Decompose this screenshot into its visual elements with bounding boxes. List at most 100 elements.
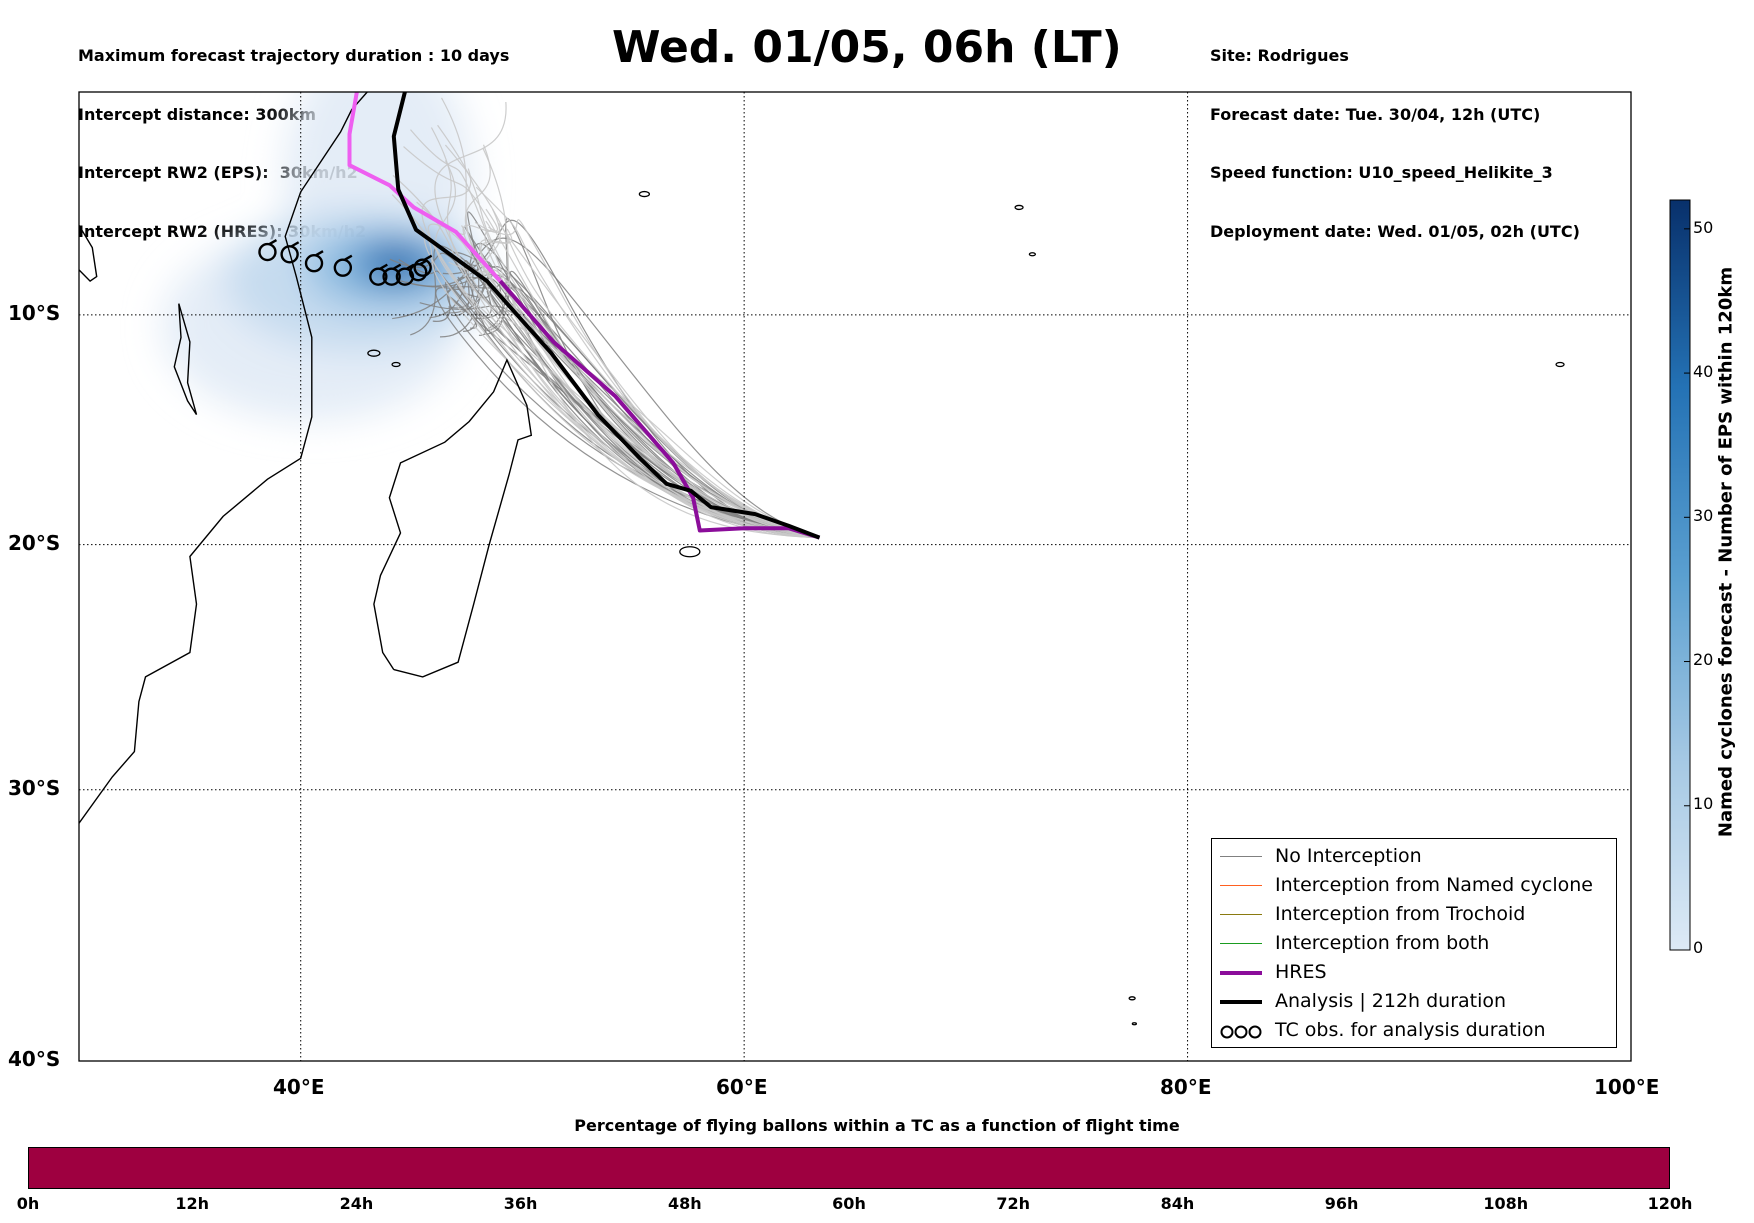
legend-swatch [1220,885,1262,886]
ensemble-trajectory [483,208,820,539]
colorbar-tick: 20 [1693,650,1714,669]
legend-entry-hres: HRES [1212,959,1612,987]
legend-label: No Interception [1275,845,1422,867]
ensemble-trajectory [480,228,820,539]
legend-label: HRES [1275,961,1327,983]
colorbar-tick: 10 [1693,794,1714,813]
bottom-chart-title: Percentage of flying ballons within a TC… [574,1116,1180,1135]
ensemble-trajectory [403,146,820,539]
tc-observation-icon [280,241,300,264]
ensemble-trajectory [488,219,820,539]
flight-time-tick-label: 48h [667,1194,702,1213]
ensemble-trajectory [392,237,820,539]
ensemble-trajectory [475,186,820,539]
coastline [173,303,198,415]
island [1128,996,1136,1001]
lon-label-40e: 40°E [273,1075,325,1099]
island [1555,361,1565,368]
island [367,349,381,357]
legend-entry-tc-obs: TC obs. for analysis duration [1212,1017,1612,1045]
colorbar-tick: 30 [1693,506,1714,525]
flight-time-tick-label: 72h [996,1194,1031,1213]
ensemble-trajectory [434,160,820,539]
legend-label: Interception from Named cyclone [1275,874,1593,896]
island [1131,1022,1138,1026]
analysis-track [391,92,821,540]
island [1014,204,1024,211]
coastline [79,92,368,824]
legend-swatch [1220,1000,1262,1004]
tc-observation-icon [369,263,388,286]
legend: No Interception Interception from Named … [1211,838,1617,1048]
flight-time-tick-label: 108h [1483,1194,1529,1213]
hres-track-north [347,92,502,283]
header-right-info: Site: Rodrigues Forecast date: Tue. 30/0… [1210,7,1580,261]
main-title: Wed. 01/05, 06h (LT) [612,22,1122,73]
tc-observation-icon [333,254,353,277]
ensemble-trajectory [430,127,820,539]
header-line: Maximum forecast trajectory duration : 1… [78,46,510,65]
ensemble-trajectory [464,226,820,539]
legend-entry-analysis: Analysis | 212h duration [1212,988,1612,1016]
ensemble-trajectory [469,249,820,539]
legend-label: Analysis | 212h duration [1275,990,1507,1012]
flight-time-tick-label: 12h [175,1194,210,1213]
flight-time-tick-label: 0h [16,1194,40,1213]
legend-label: Interception from both [1275,932,1490,954]
tc-observation-icon [304,250,324,273]
colorbar-title: Named cyclones forecast - Number of EPS … [1715,266,1737,838]
ensemble-trajectory [434,101,820,539]
legend-entry-named-cyclone: Interception from Named cyclone [1212,872,1612,900]
island [1028,252,1037,257]
colorbar-tick: 50 [1693,218,1714,237]
header-line: Speed function: U10_speed_Helikite_3 [1210,163,1553,182]
ensemble-trajectory [444,144,820,539]
colorbar [1669,199,1691,951]
tc-symbol-icon [1220,1025,1262,1039]
map-frame [78,91,1632,1062]
header-line: Site: Rodrigues [1210,46,1349,65]
legend-label: TC obs. for analysis duration [1275,1019,1546,1041]
ensemble-trajectory [416,201,820,539]
coastline [373,358,533,678]
tc-observation-icon [258,238,278,262]
lon-label-60e: 60°E [716,1075,768,1099]
header-line: Intercept distance: 300km [78,104,317,124]
legend-entry-trochoid: Interception from Trochoid [1212,901,1612,929]
lat-label-20s: 20°S [8,531,61,555]
flight-time-bar [28,1147,1670,1189]
legend-swatch [1220,971,1262,975]
legend-entry-both: Interception from both [1212,930,1612,958]
legend-swatch [1220,914,1262,915]
legend-label: Interception from Trochoid [1275,903,1526,925]
lat-label-30s: 30°S [8,776,61,800]
legend-swatch [1220,856,1262,857]
ensemble-trajectory [421,168,820,539]
colorbar-tick: 0 [1693,938,1704,957]
header-line: Forecast date: Tue. 30/04, 12h (UTC) [1210,104,1541,124]
island [679,546,701,558]
lat-label-10s: 10°S [8,301,61,325]
island [638,190,651,198]
ensemble-trajectory [484,208,820,539]
flight-time-tick-label: 120h [1647,1194,1693,1213]
ensemble-trajectory [487,217,820,539]
lat-label-40s: 40°S [8,1047,61,1071]
coastline [79,224,98,283]
lon-label-80e: 80°E [1160,1075,1212,1099]
legend-entry-no-interception: No Interception [1212,843,1612,871]
header-line: Deployment date: Wed. 01/05, 02h (UTC) [1210,221,1580,241]
flight-time-tick-label: 96h [1324,1194,1359,1213]
flight-time-tick-label: 60h [832,1194,866,1213]
flight-time-tick-label: 84h [1160,1194,1195,1213]
island [391,361,401,368]
flight-time-tick-label: 24h [339,1194,374,1213]
gridlines [79,92,1631,1061]
hres-track [498,279,821,540]
tc-observation-icon [382,263,402,286]
tc-observation-icon [413,254,433,277]
flight-time-tick-label: 36h [503,1194,538,1213]
legend-swatch [1220,943,1262,944]
colorbar-tick: 40 [1693,362,1714,381]
